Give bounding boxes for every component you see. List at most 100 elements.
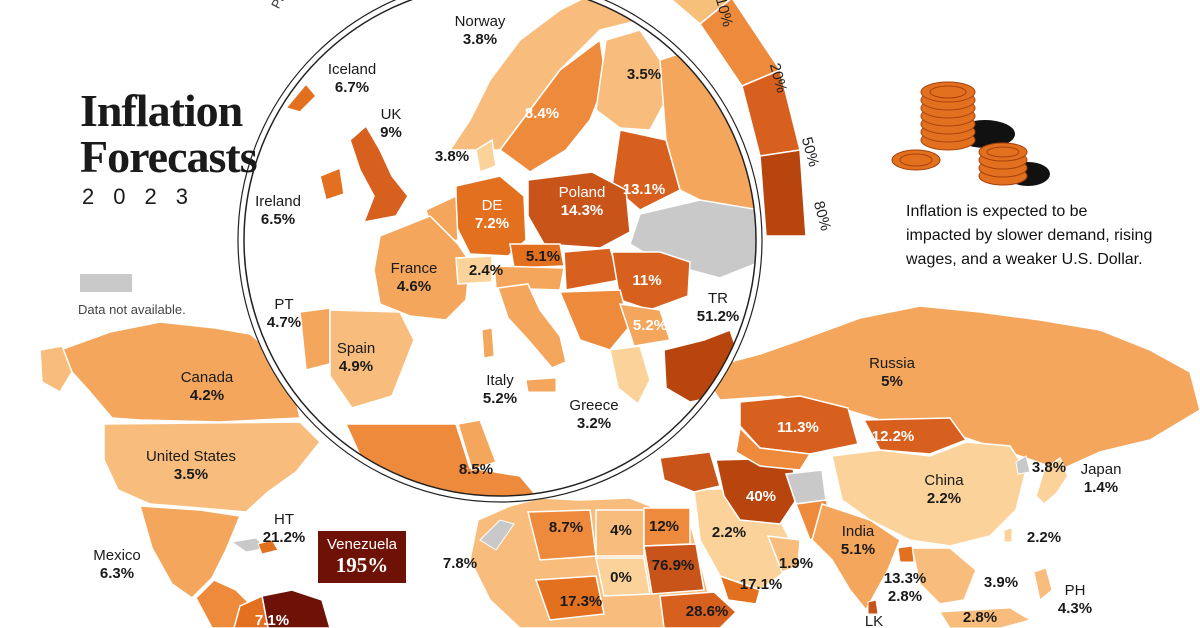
- region-iraq-syria: [659, 451, 721, 493]
- na-swatch: [80, 274, 132, 292]
- region-colombia: [233, 594, 269, 628]
- region-indonesia: [939, 607, 1032, 628]
- region-nigeria: [534, 575, 605, 621]
- region-greece: [609, 345, 651, 406]
- label-algeria: 8.5%: [458, 461, 494, 478]
- label-baltics: 13.1%: [622, 181, 666, 198]
- region-spain: [329, 309, 415, 409]
- region-finland: [595, 29, 667, 131]
- region-india: [811, 503, 901, 612]
- region-alaska: [39, 345, 73, 394]
- label-turkey: TR 51.2%: [696, 290, 740, 325]
- venezuela-name: Venezuela: [326, 536, 398, 553]
- label-finland: 3.5%: [626, 66, 662, 83]
- label-greece: Greece 3.2%: [569, 397, 619, 432]
- label-spain: Spain 4.9%: [336, 340, 376, 375]
- region-balkans: [558, 289, 631, 351]
- scale-segment-1: [670, 0, 731, 25]
- label-india: India 5.1%: [840, 523, 876, 558]
- label-bulgaria: 5.2%: [632, 317, 668, 334]
- label-france: France 4.6%: [390, 260, 438, 295]
- label-switzerland: 2.4%: [468, 262, 504, 279]
- region-sudan: [643, 543, 705, 595]
- region-denmark: [475, 138, 497, 174]
- region-ethiopia: [659, 591, 738, 628]
- magnifier-ring: [243, 0, 757, 497]
- europe-inset: [244, 0, 756, 496]
- region-philippines: [1033, 567, 1053, 601]
- region-mexico: [138, 505, 242, 599]
- label-kazakhstan: 11.3%: [777, 419, 819, 436]
- label-iceland: Iceland 6.7%: [327, 61, 377, 96]
- region-poland: [527, 171, 631, 249]
- label-denmark: 3.8%: [434, 148, 470, 165]
- region-italy: [497, 283, 567, 369]
- region-uk: [349, 124, 409, 223]
- region-bulgaria: [618, 303, 671, 347]
- region-kazakhstan: [739, 395, 859, 455]
- label-canada: Canada 4.2%: [180, 369, 234, 404]
- label-nigeria: 17.3%: [559, 593, 603, 610]
- region-sicily: [525, 377, 557, 393]
- label-bangladesh: 13.3% 2.8%: [883, 570, 927, 605]
- label-korea: 3.8%: [1031, 459, 1067, 476]
- region-haiti: [257, 539, 279, 555]
- region-taiwan: [1003, 527, 1013, 543]
- region-baltics: [611, 129, 681, 211]
- label-russia: Russia 5%: [869, 355, 915, 390]
- region-west-africa-na: [479, 519, 515, 551]
- label-poland: Poland 14.3%: [558, 184, 606, 219]
- region-sardinia: [481, 327, 495, 359]
- region-niger: [595, 509, 645, 557]
- label-venezuela-region: 7.1%: [254, 612, 290, 628]
- venezuela-value: 195%: [335, 553, 389, 577]
- label-yemen: 17.1%: [739, 576, 783, 593]
- region-chad: [595, 557, 651, 597]
- page-year: 2023: [82, 184, 207, 209]
- region-bangladesh: [897, 545, 915, 563]
- page-title-line2: Forecasts: [80, 131, 258, 182]
- region-yemen: [718, 574, 761, 605]
- label-portugal: PT 4.7%: [266, 296, 302, 331]
- region-uzbekistan: [735, 426, 812, 471]
- region-iceland: [284, 82, 318, 113]
- label-sweden: 8.4%: [524, 105, 560, 122]
- label-romania: 11%: [632, 272, 662, 289]
- region-france: [373, 215, 471, 321]
- region-korea-na: [1015, 455, 1031, 475]
- label-chad: 0%: [610, 569, 632, 586]
- label-germany: DE 7.2%: [474, 197, 510, 232]
- label-oman: 1.9%: [778, 555, 814, 572]
- coin-stack-icon: [891, 81, 1050, 186]
- label-ethiopia: 28.6%: [685, 603, 729, 620]
- region-portugal: [299, 307, 331, 371]
- label-italy: Italy 5.2%: [482, 372, 518, 407]
- label-mongolia: 12.2%: [871, 428, 915, 445]
- label-sudan: 76.9%: [651, 557, 695, 574]
- label-austria: 5.1%: [525, 248, 561, 265]
- label-iran: 40%: [745, 488, 777, 505]
- region-russia: [698, 305, 1200, 471]
- region-austria: [493, 265, 565, 291]
- label-srilanka: LK: [864, 613, 884, 628]
- page-title-line1: Inflation: [80, 85, 243, 136]
- label-mauritania: 7.8%: [442, 555, 478, 572]
- venezuela-callout: Venezuela 195%: [318, 531, 406, 583]
- label-niger: 4%: [610, 522, 632, 539]
- label-saudi: 2.2%: [711, 524, 747, 541]
- region-ireland: [319, 166, 345, 201]
- label-norway: Norway 3.8%: [454, 13, 506, 48]
- scale-segment-4: [759, 149, 807, 237]
- region-switzerland: [455, 255, 493, 285]
- region-tunisia: [457, 419, 497, 471]
- inflation-scale: [670, 0, 807, 237]
- region-mongolia: [862, 417, 968, 455]
- region-southeast-asia: [911, 547, 977, 605]
- region-japan: [1035, 456, 1069, 506]
- note-text: Inflation is expected to be impacted by …: [906, 203, 1153, 268]
- label-mexico: Mexico 6.3%: [93, 547, 141, 582]
- label-china: China 2.2%: [924, 472, 964, 507]
- region-usa: [103, 421, 322, 513]
